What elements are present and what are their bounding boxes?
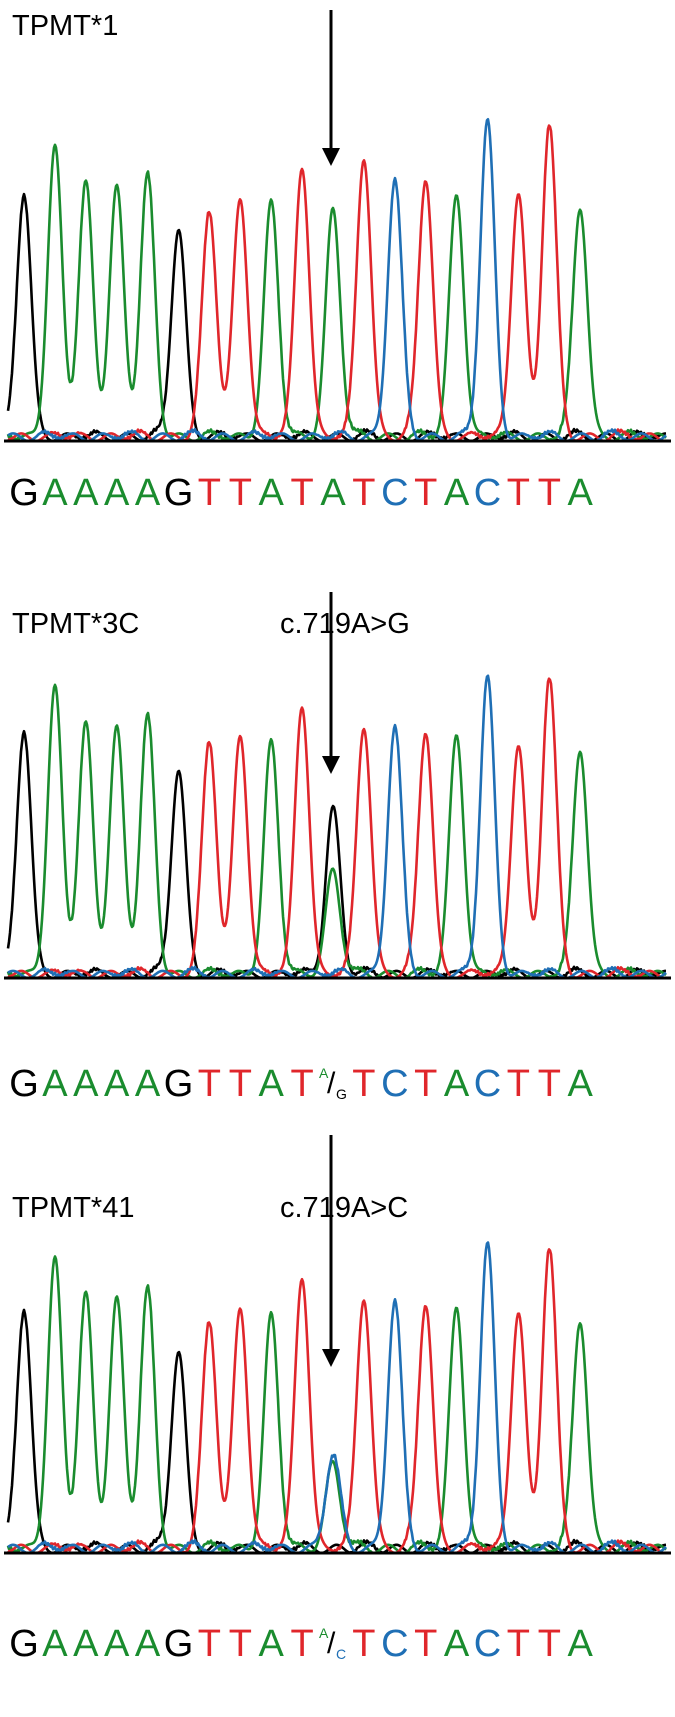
het-slash: / [327,1627,336,1660]
base-call: A [104,1063,130,1105]
base-call: T [228,1063,252,1105]
base-call: C [381,1063,409,1105]
base-call: A [258,1063,284,1105]
base-call: G [9,472,39,514]
base-call: A [320,472,346,514]
base-call: T [290,472,314,514]
base-call: T [537,1063,561,1105]
trace-line-G [6,729,667,980]
trace-line-C [7,1241,667,1555]
base-call: C [473,472,502,514]
base-call: T [506,472,530,514]
trace-line-A [6,683,667,980]
base-call: T [228,472,252,514]
base-call: T [506,1063,530,1105]
base-call: T [414,472,438,514]
base-call: A [567,472,593,514]
base-call: G [9,1623,39,1665]
trace-line-C [7,118,667,443]
chromatogram-trace-3 [4,1135,671,1555]
base-call: G [163,1623,194,1665]
base-call: A [42,472,68,514]
variant-label: c.719A>C [280,1192,409,1224]
het-allele-2: G [336,1086,347,1102]
base-call: A [567,1063,593,1105]
base-call: C [381,1623,409,1665]
trace-line-A [6,1255,667,1555]
arrow-head [322,756,340,774]
base-call: A [258,1623,284,1665]
base-call: T [290,1623,314,1665]
base-call: G [163,472,194,514]
base-call: T [197,1623,221,1665]
het-slash: / [327,1067,336,1100]
base-call: T [290,1063,314,1105]
base-call: A [258,472,284,514]
het-allele-2: C [336,1646,347,1662]
base-call: T [352,472,376,514]
base-call: C [473,1623,502,1665]
trace-line-C [7,674,667,980]
trace-line-A [6,143,667,443]
base-call: T [352,1623,376,1665]
base-call: T [197,1063,221,1105]
chromatogram-panel-3: TPMT*41 c.719A>C G A A A A G T T A T A / C T C T A C T T A [0,1135,675,1717]
arrow-head [322,1349,340,1367]
base-call: A [134,1623,161,1665]
base-call: A [443,472,470,514]
base-call: A [42,1623,68,1665]
base-call: G [163,1063,194,1105]
base-call: T [537,472,561,514]
base-call-sequence-2: G A A A A G T T A T A / G T C T A C T T A [0,1065,675,1115]
base-call-sequence-3: G A A A A G T T A T A / C T C T A C T T A [0,1625,675,1675]
heterozygous-base-call: A / G [317,1065,349,1105]
base-call: T [537,1623,561,1665]
base-call: A [567,1623,593,1665]
base-call: A [73,1063,99,1105]
base-call: A [134,1063,161,1105]
heterozygous-base-call: A / C [317,1625,349,1665]
sample-label: TPMT*41 [12,1192,135,1224]
chromatogram-panel-2: TPMT*3C c.719A>G G A A A A G T T A T A / G T C T A C T T A [0,570,675,1158]
base-call: T [197,472,221,514]
sample-label: TPMT*1 [12,10,119,42]
base-call: C [381,472,409,514]
base-call: A [443,1623,470,1665]
het-allele-1: A [319,1065,329,1081]
base-call: T [228,1623,252,1665]
base-call: T [414,1063,438,1105]
base-call: A [104,472,130,514]
trace-line-T [7,1248,667,1555]
base-call: A [42,1063,68,1105]
base-call: G [9,1063,39,1105]
base-call: T [506,1623,530,1665]
sample-label: TPMT*3C [12,608,140,640]
variant-label: c.719A>G [280,608,410,640]
het-allele-1: A [319,1625,329,1641]
chromatogram-trace-2 [4,592,671,980]
base-call: T [414,1623,438,1665]
base-call: A [73,472,99,514]
chromatogram-trace-1 [4,10,671,443]
base-call: A [104,1623,130,1665]
base-call: A [443,1063,470,1105]
base-call: A [73,1623,99,1665]
base-call: T [352,1063,376,1105]
base-call: A [134,472,161,514]
arrow-head [322,148,340,166]
base-call: C [473,1063,502,1105]
